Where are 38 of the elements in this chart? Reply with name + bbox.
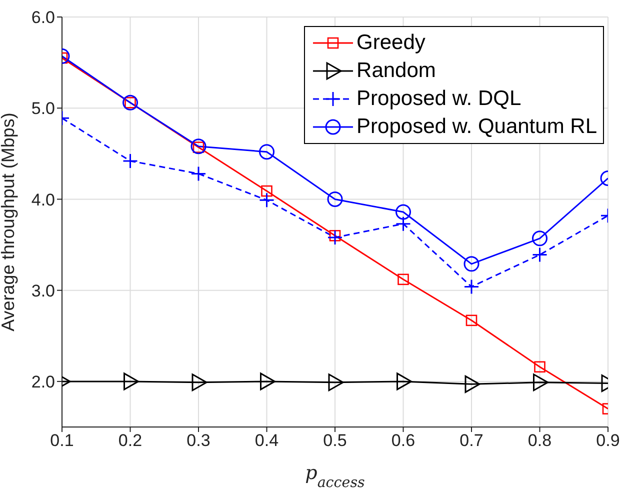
y-axis-title: Average throughput (Mbps) <box>0 112 18 332</box>
x-tick-label: 0.8 <box>528 431 552 450</box>
point <box>260 372 276 390</box>
x-tick-label: 0.1 <box>50 431 74 450</box>
point <box>398 274 409 286</box>
x-tick-label: 0.9 <box>596 431 620 450</box>
point <box>464 256 480 272</box>
y-tick-label: 4.0 <box>31 190 55 210</box>
y-tick-label: 3.0 <box>31 281 55 300</box>
point <box>533 374 548 392</box>
legend-label: Proposed w. Quantum RL <box>356 115 597 139</box>
point <box>466 314 478 326</box>
point <box>532 230 548 246</box>
legend-label: Greedy <box>356 31 426 55</box>
point <box>327 191 343 207</box>
point <box>534 361 546 373</box>
point <box>396 372 412 390</box>
legend-label: Random <box>356 59 436 83</box>
x-tick-label: 0.4 <box>254 431 279 450</box>
x-tick-label: 0.7 <box>460 431 484 450</box>
point <box>396 204 411 220</box>
point <box>328 374 344 392</box>
legend-label: Proposed w. DQL <box>356 87 522 111</box>
point <box>259 144 274 160</box>
y-tick-label: 6.0 <box>31 8 55 28</box>
y-tick-label: 5.0 <box>31 99 55 118</box>
x-axis-title: p$_{access}$ <box>305 462 365 491</box>
point <box>192 374 208 392</box>
point <box>190 138 206 154</box>
point <box>261 185 272 197</box>
x-tick-label: 0.5 <box>323 431 347 450</box>
point <box>329 230 341 242</box>
x-tick-label: 0.6 <box>391 431 416 450</box>
point <box>464 375 480 393</box>
x-tick-label: 0.3 <box>186 431 210 450</box>
x-tick-label: 0.2 <box>118 431 142 450</box>
y-tick-label: 2.0 <box>31 372 55 392</box>
point <box>124 372 139 390</box>
